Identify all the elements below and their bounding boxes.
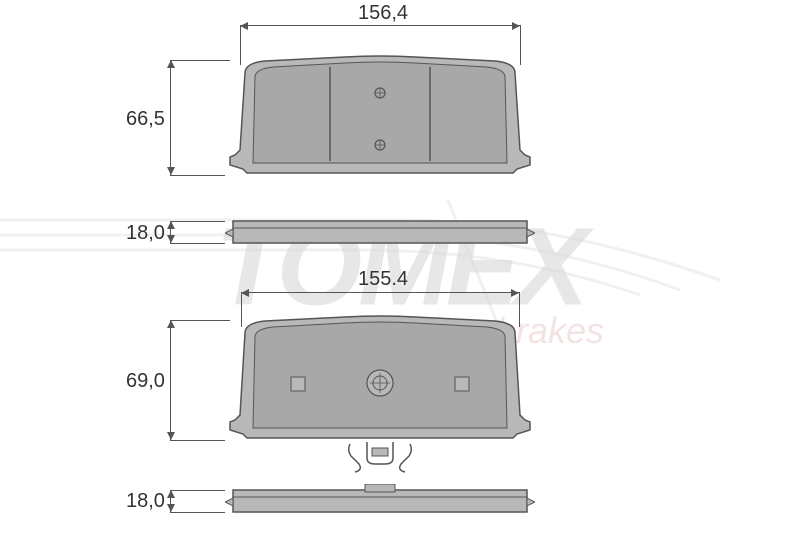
lower-width-dim-line	[241, 292, 519, 293]
upper-thick-ext-bot	[170, 243, 225, 244]
upper-height-label: 66,5	[126, 108, 165, 131]
upper-height-ext-top	[170, 60, 230, 61]
lower-width-ext-left	[241, 292, 242, 327]
lower-thickness-label: 18,0	[126, 490, 165, 513]
upper-brake-pad	[225, 55, 535, 180]
lower-height-label: 69,0	[126, 370, 165, 393]
upper-width-ext-left	[240, 25, 241, 65]
lower-width-ext-right	[519, 292, 520, 327]
upper-thick-dim-line	[170, 221, 171, 243]
lower-height-ext-bot	[170, 440, 225, 441]
upper-side-view	[225, 215, 535, 251]
upper-width-label: 156,4	[358, 2, 408, 25]
lower-brake-pad	[225, 315, 535, 445]
upper-thickness-label: 18,0	[126, 222, 165, 245]
lower-thick-ext-bot	[170, 512, 225, 513]
lower-width-label: 155.4	[358, 268, 408, 291]
lower-thick-dim-line	[170, 490, 171, 512]
lower-clip	[345, 442, 415, 474]
lower-height-dim-line	[170, 320, 171, 440]
upper-width-ext-right	[520, 25, 521, 65]
upper-height-dim-line	[170, 60, 171, 175]
upper-width-dim-line	[240, 25, 520, 26]
upper-height-ext-bot	[170, 175, 225, 176]
lower-height-ext-top	[170, 320, 230, 321]
upper-thick-ext-top	[170, 221, 225, 222]
lower-side-view	[225, 484, 535, 520]
lower-thick-ext-top	[170, 490, 225, 491]
